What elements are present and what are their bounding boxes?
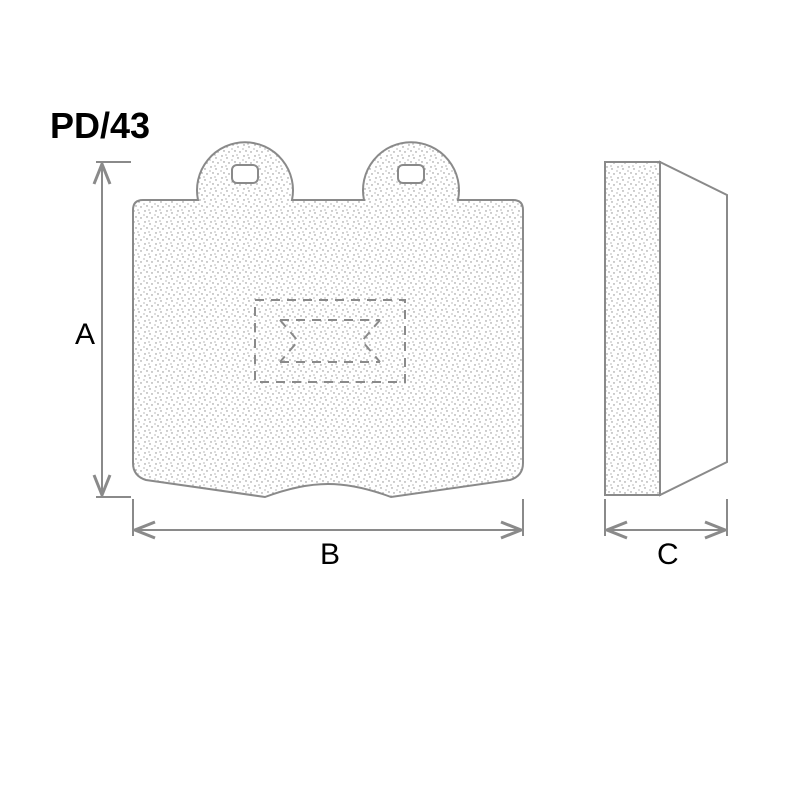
dimension-C bbox=[605, 499, 727, 536]
dim-label-B: B bbox=[320, 538, 340, 572]
mounting-hole-right bbox=[398, 165, 424, 183]
part-number-label: PD/43 bbox=[50, 105, 150, 147]
side-view bbox=[605, 162, 727, 495]
front-view bbox=[133, 142, 523, 497]
dim-label-C: C bbox=[657, 538, 679, 572]
dimension-A bbox=[96, 162, 131, 497]
side-friction bbox=[605, 162, 660, 495]
dimension-B bbox=[133, 499, 523, 536]
technical-drawing: PD/43 A B C bbox=[0, 0, 800, 800]
dim-label-A: A bbox=[75, 318, 95, 352]
side-backing-plate bbox=[660, 162, 727, 495]
mounting-hole-left bbox=[232, 165, 258, 183]
